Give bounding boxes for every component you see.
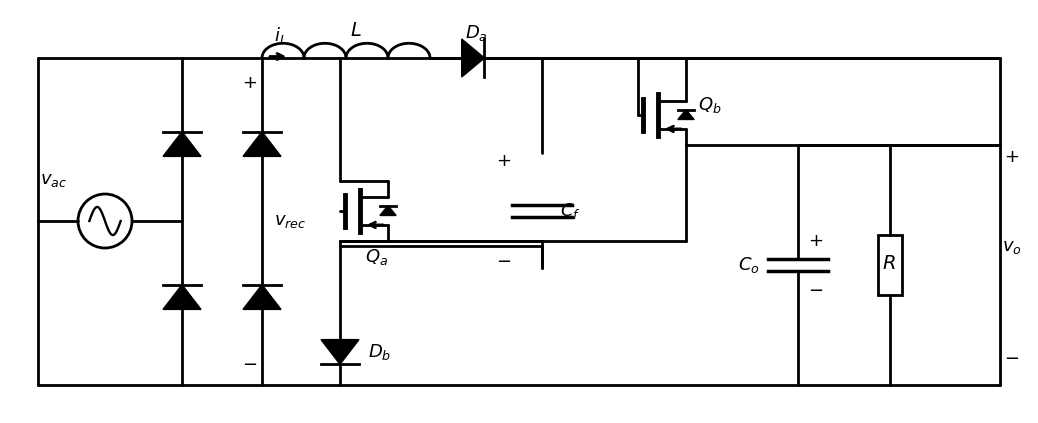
Polygon shape	[163, 132, 201, 157]
Text: $i_L$: $i_L$	[274, 25, 288, 46]
Text: $Q_a$: $Q_a$	[365, 247, 388, 267]
Text: $C_f$: $C_f$	[559, 201, 580, 220]
Polygon shape	[243, 132, 281, 157]
Text: $-$: $-$	[1004, 348, 1019, 366]
Text: $v_{rec}$: $v_{rec}$	[274, 212, 306, 230]
Polygon shape	[462, 39, 485, 77]
Text: $v_o$: $v_o$	[1002, 238, 1021, 256]
Text: +: +	[243, 74, 257, 92]
Text: $L$: $L$	[350, 21, 362, 40]
Polygon shape	[243, 285, 281, 309]
Text: $C_o$: $C_o$	[738, 255, 760, 275]
Text: $-$: $-$	[243, 354, 257, 372]
Text: +: +	[1004, 148, 1019, 166]
Text: +: +	[496, 152, 512, 170]
Polygon shape	[380, 206, 397, 215]
Text: $R$: $R$	[882, 254, 896, 273]
Polygon shape	[678, 110, 694, 119]
Circle shape	[78, 194, 132, 248]
Text: $Q_b$: $Q_b$	[698, 95, 721, 115]
Polygon shape	[163, 285, 201, 309]
Text: $D_a$: $D_a$	[465, 23, 488, 43]
Polygon shape	[321, 340, 359, 364]
Bar	[878, 235, 902, 295]
Text: $D_b$: $D_b$	[368, 342, 391, 362]
Text: +: +	[809, 232, 823, 250]
Text: $-$: $-$	[496, 251, 512, 269]
Text: $-$: $-$	[809, 280, 823, 298]
Text: $v_{ac}$: $v_{ac}$	[40, 171, 67, 189]
